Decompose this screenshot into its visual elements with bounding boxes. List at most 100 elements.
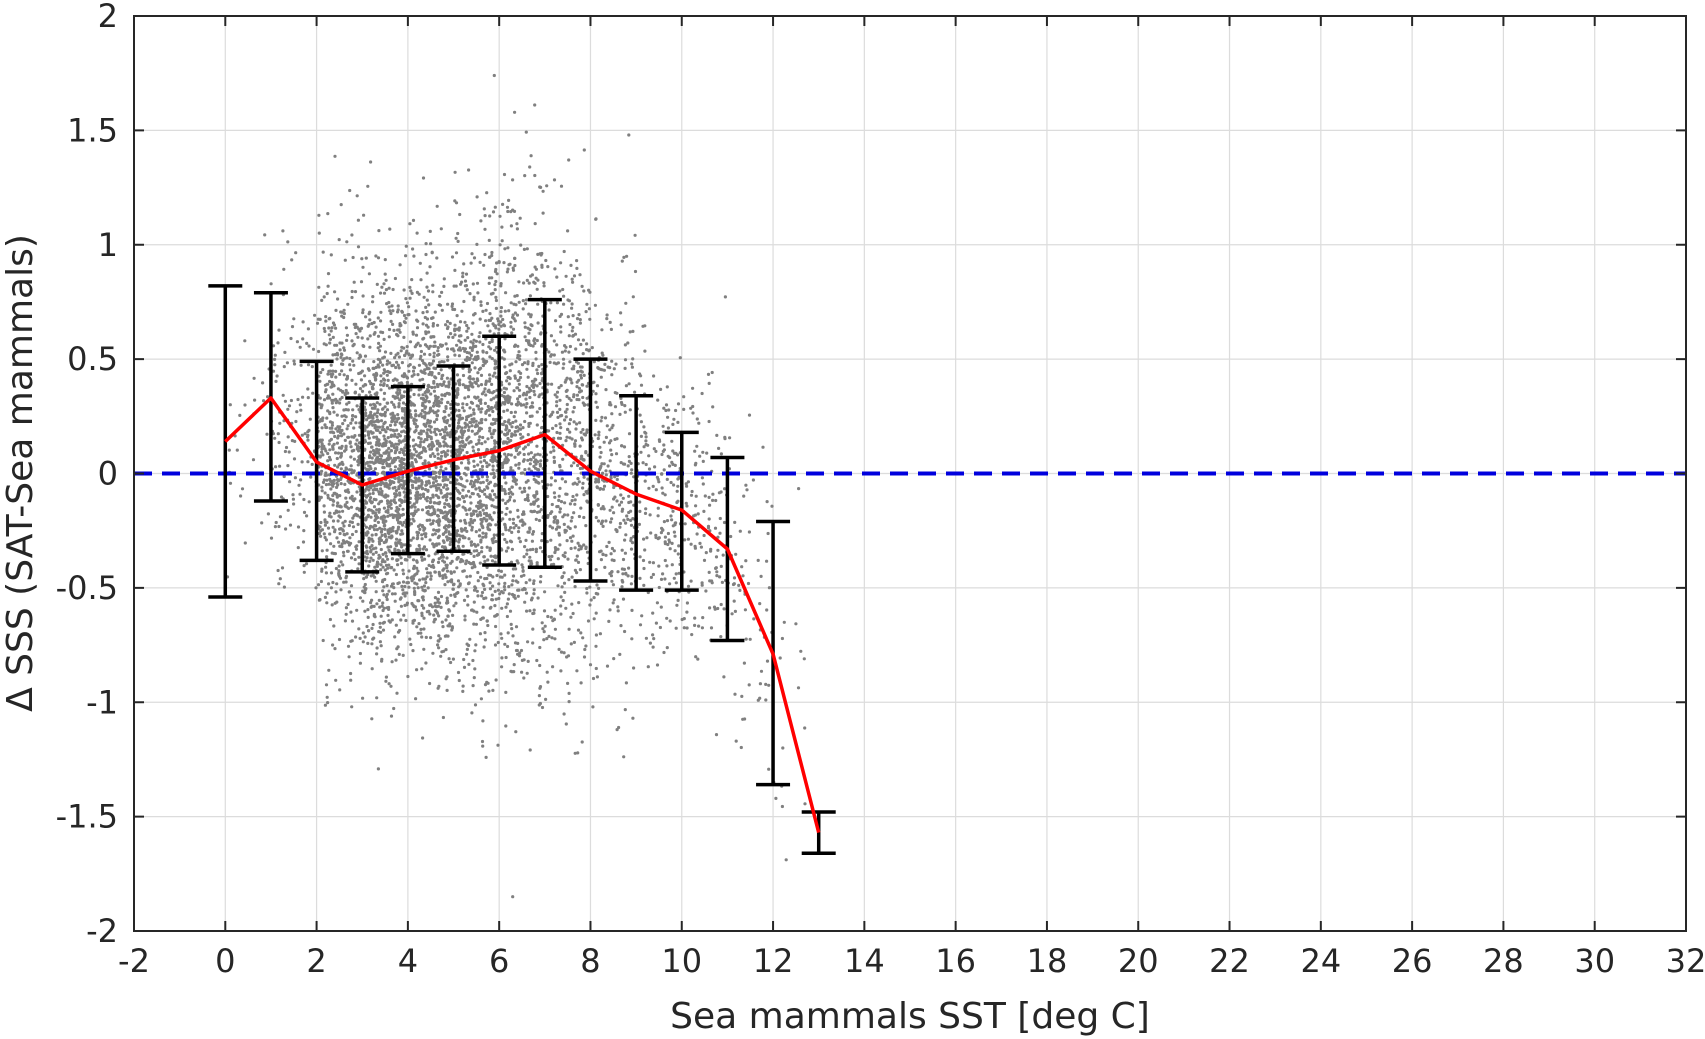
scatter-point xyxy=(520,490,524,494)
scatter-point xyxy=(389,412,393,416)
scatter-point xyxy=(580,740,584,744)
scatter-point xyxy=(536,321,540,325)
scatter-point xyxy=(339,482,343,486)
scatter-point xyxy=(428,496,433,501)
scatter-point xyxy=(447,520,451,524)
scatter-point xyxy=(350,339,354,343)
scatter-point xyxy=(505,205,510,209)
scatter-point xyxy=(450,304,454,308)
scatter-point xyxy=(374,590,378,594)
scatter-point xyxy=(468,574,472,578)
scatter-point xyxy=(476,395,480,399)
scatter-point xyxy=(580,383,584,387)
scatter-point xyxy=(422,429,426,433)
scatter-point xyxy=(387,386,392,390)
scatter-point xyxy=(301,320,305,324)
scatter-point xyxy=(476,384,480,388)
scatter-point xyxy=(391,486,395,490)
scatter-point xyxy=(403,487,407,491)
scatter-point xyxy=(426,289,431,293)
scatter-point xyxy=(320,445,324,449)
scatter-point xyxy=(479,538,483,542)
scatter-point xyxy=(397,402,401,406)
scatter-point xyxy=(538,663,542,668)
scatter-point xyxy=(393,420,397,424)
scatter-point xyxy=(344,383,348,387)
scatter-point xyxy=(282,474,286,479)
scatter-point xyxy=(506,209,510,214)
scatter-point xyxy=(375,602,379,606)
scatter-point xyxy=(516,397,520,401)
scatter-point xyxy=(518,540,523,544)
scatter-point xyxy=(507,309,511,313)
scatter-point xyxy=(350,378,354,382)
scatter-point xyxy=(526,493,530,497)
scatter-point xyxy=(260,521,264,525)
scatter-point xyxy=(531,532,535,536)
scatter-point xyxy=(330,421,334,425)
scatter-point xyxy=(388,440,392,444)
scatter-point xyxy=(390,582,395,586)
scatter-point xyxy=(319,534,323,538)
scatter-point xyxy=(575,422,579,426)
scatter-point xyxy=(479,427,483,431)
scatter-point xyxy=(477,501,481,505)
scatter-point xyxy=(447,392,451,396)
scatter-point xyxy=(486,404,490,409)
scatter-point xyxy=(456,414,460,418)
scatter-point xyxy=(471,684,475,688)
scatter-point xyxy=(440,393,444,397)
scatter-point xyxy=(504,512,508,516)
scatter-point xyxy=(494,267,498,272)
scatter-point xyxy=(458,320,463,324)
scatter-point xyxy=(371,423,375,427)
scatter-point xyxy=(422,584,426,588)
scatter-point xyxy=(492,390,496,394)
scatter-point xyxy=(533,393,537,397)
scatter-point xyxy=(511,579,515,583)
scatter-point xyxy=(567,422,572,426)
scatter-point xyxy=(363,408,367,412)
scatter-point xyxy=(449,402,453,407)
scatter-point xyxy=(472,256,477,260)
scatter-point xyxy=(364,501,369,505)
scatter-point xyxy=(388,550,392,554)
scatter-point xyxy=(480,504,484,508)
scatter-point xyxy=(493,421,497,425)
scatter-point xyxy=(573,502,577,506)
scatter-point xyxy=(357,433,361,437)
scatter-point xyxy=(366,441,371,445)
scatter-point xyxy=(477,399,481,403)
scatter-point xyxy=(522,458,526,462)
scatter-point xyxy=(433,596,437,600)
scatter-point xyxy=(353,325,357,330)
scatter-point xyxy=(555,410,560,414)
scatter-point xyxy=(514,402,519,407)
scatter-point xyxy=(325,548,329,552)
scatter-point xyxy=(471,377,475,381)
scatter-point xyxy=(507,528,511,532)
scatter-point xyxy=(397,416,401,420)
scatter-point xyxy=(443,454,448,458)
scatter-point xyxy=(549,354,553,358)
scatter-point xyxy=(294,419,298,424)
scatter-point xyxy=(387,589,391,593)
scatter-point xyxy=(430,385,434,390)
scatter-point xyxy=(406,674,410,679)
scatter-point xyxy=(556,525,560,529)
scatter-point xyxy=(493,371,497,375)
scatter-point xyxy=(410,291,414,295)
scatter-point xyxy=(556,415,560,419)
scatter-point xyxy=(376,520,380,525)
scatter-point xyxy=(453,307,457,312)
scatter-point xyxy=(368,526,372,531)
scatter-point xyxy=(511,475,516,479)
scatter-point xyxy=(479,219,483,223)
scatter-point xyxy=(415,231,419,235)
scatter-point xyxy=(473,649,477,653)
scatter-point xyxy=(396,563,400,567)
scatter-point xyxy=(334,427,338,431)
scatter-point xyxy=(421,547,425,551)
scatter-point xyxy=(464,508,468,512)
scatter-point xyxy=(432,477,436,481)
